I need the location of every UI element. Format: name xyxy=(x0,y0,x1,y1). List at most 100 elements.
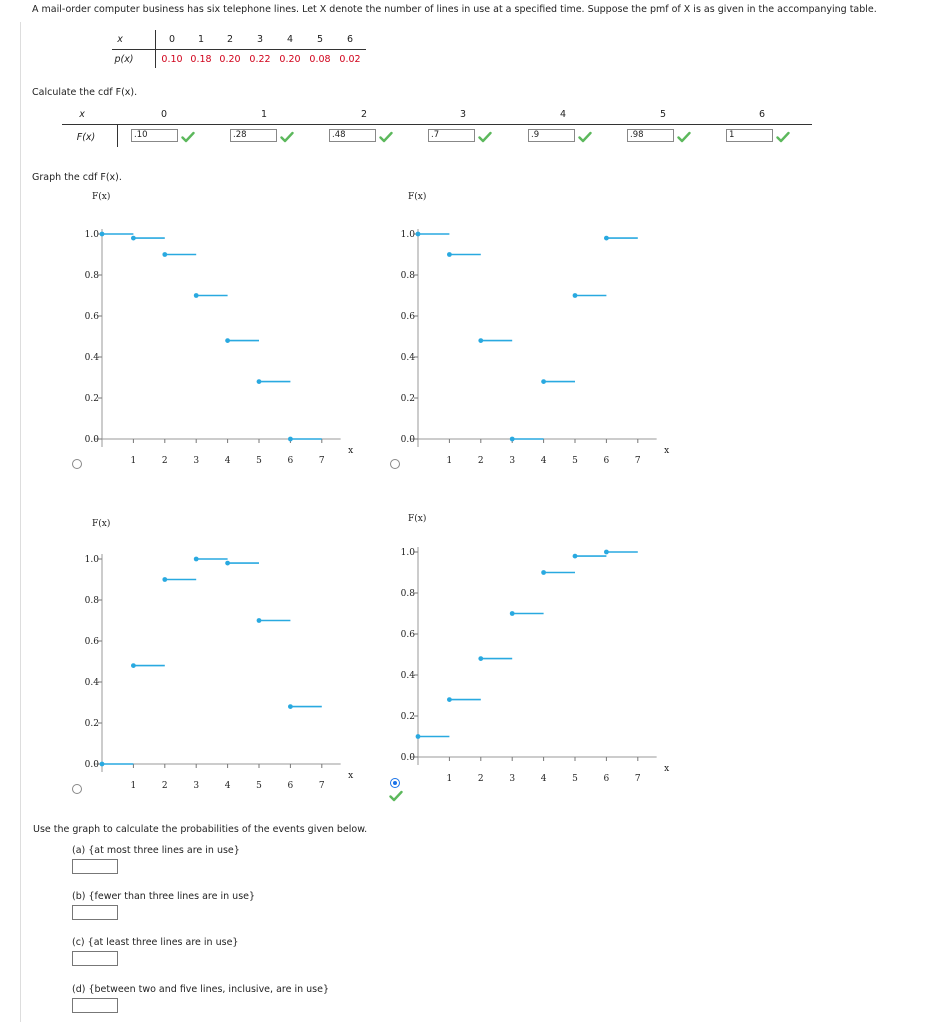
cdf-x-value: 2 xyxy=(360,109,368,120)
pmf-x-value: 1 xyxy=(197,34,205,45)
cdf-f-label: F(x) xyxy=(76,132,96,143)
pmf-x-value: 5 xyxy=(316,34,324,45)
x-tick-label: 4 xyxy=(541,774,547,784)
pmf-x-value: 2 xyxy=(226,34,234,45)
cdf-x-value: 1 xyxy=(260,109,268,120)
cdf-step-point xyxy=(256,618,262,623)
x-tick-label: 5 xyxy=(572,774,578,784)
problem-statement: A mail-order computer business has six t… xyxy=(32,4,877,15)
cdf-step-point xyxy=(99,761,105,767)
question-answer-input[interactable] xyxy=(72,859,118,874)
cdf-x-value: 5 xyxy=(659,109,667,120)
y-tick-label: 0.4 xyxy=(401,671,416,681)
x-tick-label: 6 xyxy=(604,774,610,784)
x-axis-label: x xyxy=(348,446,353,456)
graph-option-radio[interactable] xyxy=(390,778,400,788)
y-tick-label: 0.2 xyxy=(401,394,415,404)
y-tick-label: 0.6 xyxy=(85,312,100,322)
cdf-plot: F(x) x 0.0 0.2 0.4 0.6 0.8 1.0 1 2 3 4 5 6 7 xyxy=(85,518,354,791)
graph-option-radio[interactable] xyxy=(72,784,82,794)
graph-option-radio[interactable] xyxy=(390,459,400,469)
x-tick-label: 7 xyxy=(319,781,325,790)
cdf-step-point xyxy=(478,338,484,343)
y-tick-label: 0.4 xyxy=(85,678,100,688)
y-tick-label: 1.0 xyxy=(85,555,100,565)
cdf-x-label: x xyxy=(79,109,85,120)
x-axis-label: x xyxy=(348,771,353,781)
x-tick-label: 2 xyxy=(478,774,484,784)
cdf-step-point xyxy=(509,436,515,442)
cdf-step-point xyxy=(478,656,484,661)
y-axis-label: F(x) xyxy=(92,191,110,202)
x-tick-label: 5 xyxy=(572,456,578,465)
cdf-step-point xyxy=(509,611,515,616)
y-tick-label: 0.2 xyxy=(401,712,415,722)
check-icon xyxy=(578,131,592,143)
x-tick-label: 1 xyxy=(131,456,137,465)
pmf-p-value: 0.08 xyxy=(309,54,331,65)
cdf-step-point xyxy=(256,379,262,384)
pmf-x-label: x xyxy=(117,34,123,45)
pmf-hrule xyxy=(112,49,366,50)
cdf-prompt: Calculate the cdf F(x). xyxy=(32,87,138,98)
cdf-answer-input[interactable]: .7 xyxy=(428,129,475,142)
cdf-step-point xyxy=(541,379,546,384)
cdf-graph-option-c: F(x) x 0.0 0.2 0.4 0.6 0.8 1.0 1 2 3 4 5 6 7 xyxy=(70,510,370,791)
y-tick-label: 0.0 xyxy=(85,760,100,770)
cdf-answer-input[interactable]: .98 xyxy=(627,129,674,142)
y-axis-label: F(x) xyxy=(408,191,426,202)
x-tick-label: 1 xyxy=(131,781,137,790)
x-tick-label: 7 xyxy=(635,456,641,465)
x-tick-label: 3 xyxy=(193,781,199,790)
question-answer-input[interactable] xyxy=(72,905,118,920)
y-tick-label: 0.6 xyxy=(401,312,416,322)
y-tick-label: 0.2 xyxy=(85,719,99,729)
cdf-plot: F(x) x 0.0 0.2 0.4 0.6 0.8 1.0 1 2 3 4 5 6 7 xyxy=(85,191,354,466)
cdf-answer-input[interactable]: 1 xyxy=(726,129,773,142)
cdf-answer-input[interactable]: .28 xyxy=(230,129,277,142)
pmf-p-value: 0.10 xyxy=(161,54,183,65)
y-axis-label: F(x) xyxy=(92,518,110,529)
cdf-x-value: 3 xyxy=(459,109,467,120)
cdf-step-point xyxy=(225,338,231,343)
pmf-x-value: 6 xyxy=(346,34,354,45)
cdf-step-point xyxy=(99,231,105,237)
x-tick-label: 7 xyxy=(319,456,325,465)
x-tick-label: 3 xyxy=(509,456,515,465)
y-tick-label: 0.2 xyxy=(85,394,99,404)
check-icon xyxy=(478,131,492,143)
pmf-x-value: 4 xyxy=(286,34,294,45)
pmf-p-value: 0.20 xyxy=(219,54,241,65)
cdf-plot: F(x) x 0.0 0.2 0.4 0.6 0.8 1.0 1 2 3 4 5 6 7 xyxy=(401,513,670,784)
pmf-p-value: 0.22 xyxy=(249,54,271,65)
cdf-step-point xyxy=(447,697,452,702)
cdf-step-point xyxy=(572,293,578,298)
cdf-answer-input[interactable]: .10 xyxy=(131,129,178,142)
x-tick-label: 5 xyxy=(256,781,262,790)
cdf-answer-input[interactable]: .9 xyxy=(528,129,575,142)
x-axis-label: x xyxy=(664,446,669,456)
pmf-x-value: 3 xyxy=(256,34,264,45)
y-tick-label: 0.6 xyxy=(85,637,100,647)
cdf-step-point xyxy=(162,577,168,582)
y-tick-label: 1.0 xyxy=(85,230,100,240)
cdf-step-point xyxy=(604,549,609,555)
cdf-step-point xyxy=(288,436,293,442)
x-tick-label: 2 xyxy=(162,456,168,465)
question-answer-input[interactable] xyxy=(72,951,118,966)
x-tick-label: 3 xyxy=(509,774,515,784)
question-label: (d) {between two and five lines, inclusi… xyxy=(72,984,329,995)
question-answer-input[interactable] xyxy=(72,998,118,1013)
x-tick-label: 5 xyxy=(256,456,262,465)
check-icon xyxy=(389,790,403,802)
cdf-step-point xyxy=(193,293,199,298)
cdf-graph-option-a: F(x) x 0.0 0.2 0.4 0.6 0.8 1.0 1 2 3 4 5 6 7 xyxy=(70,185,370,466)
x-tick-label: 4 xyxy=(541,456,547,465)
cdf-answer-input[interactable]: .48 xyxy=(329,129,376,142)
cdf-step-point xyxy=(131,663,136,668)
y-tick-label: 0.0 xyxy=(401,753,416,763)
cdf-step-point xyxy=(572,553,578,559)
graph-option-radio[interactable] xyxy=(72,459,82,469)
cdf-x-value: 6 xyxy=(758,109,766,120)
check-icon xyxy=(181,131,195,143)
